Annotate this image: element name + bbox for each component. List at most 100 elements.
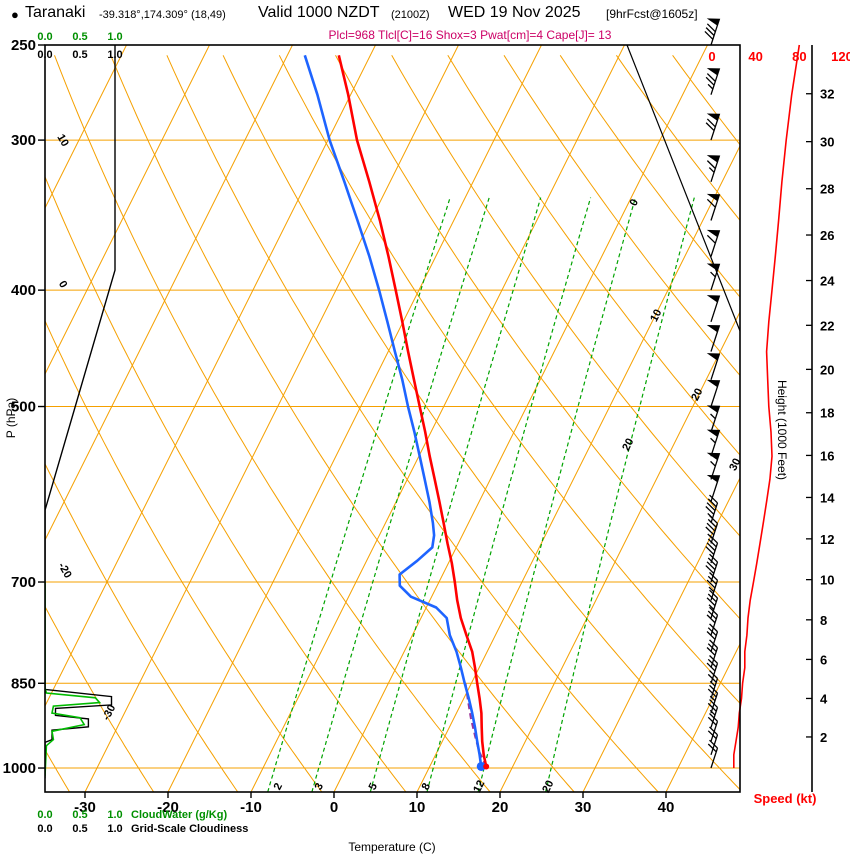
dry-adiabat-line (166, 55, 659, 792)
sounding-indices: Plcl=968 Tlcl[C]=16 Shox=3 Pwat[cm]=4 Ca… (328, 28, 612, 42)
cloudiness-scale-tick: 0.5 (72, 49, 87, 61)
height-tick-label: 20 (820, 362, 834, 377)
pressure-axis: 250 300 400 500 700 850 1000 P (hPa) (3, 37, 45, 777)
pressure-tick-label: 500 (11, 399, 36, 416)
wind-barb (706, 572, 719, 601)
isotherm-line (45, 45, 127, 210)
speed-axis: 0 40 80 120 Speed (kt) (708, 49, 850, 806)
height-axis-title: Height (1000 Feet) (775, 380, 789, 480)
dry-adiabat-line (45, 175, 407, 792)
isotherm-label: 20 (689, 386, 705, 402)
wind-barb (705, 494, 719, 524)
dry-adiabat-line (391, 55, 740, 537)
temperature-axis-title: Temperature (C) (348, 840, 435, 854)
dry-adiabat-line (54, 55, 491, 792)
wind-barb (707, 713, 719, 742)
isotherm-line (499, 310, 740, 792)
skewt-lattice (45, 45, 740, 792)
mixing-ratio-line (311, 197, 490, 792)
height-tick-label: 10 (820, 573, 834, 588)
dry-adiabat-line (222, 55, 740, 791)
mixing-ratio-line (545, 197, 695, 792)
chart-frame (44, 44, 741, 793)
cloudiness-scale-tick: 1.0 (107, 823, 122, 835)
dry-adiabat-label: 0 (56, 279, 69, 290)
mixing-ratio-label: 8 (420, 781, 433, 792)
mixing-ratio-lines (267, 197, 695, 792)
forecast-run: [9hrFcst@1605z] (606, 7, 698, 21)
valid-time-z: (2100Z) (391, 9, 430, 21)
height-tick-label: 2 (820, 730, 827, 745)
wind-barb (706, 263, 721, 291)
wind-barb (706, 429, 721, 457)
height-tick-label: 16 (820, 448, 834, 463)
temperature-tick-label: 10 (409, 799, 426, 816)
cloud-scales: 0.0 0.0 0.0 0.0 0.5 0.5 0.5 0.5 1.0 1.0 1.0 1.0 Clou… (37, 31, 248, 835)
height-tick-label: 18 (820, 406, 834, 421)
height-tick-label: 8 (820, 613, 827, 628)
isotherm-label: 10 (648, 307, 664, 323)
wind-barb (707, 739, 719, 769)
dry-adiabat-line (503, 55, 740, 377)
isotherm-label: 0 (628, 197, 641, 208)
height-tick-label: 30 (820, 135, 834, 150)
pressure-tick-label: 300 (11, 132, 36, 149)
cloudiness-scale-tick: 1.0 (107, 49, 122, 61)
pressure-tick-label: 1000 (3, 760, 36, 777)
speed-curve (732, 44, 801, 768)
dry-adiabat-line (110, 55, 575, 792)
wind-barb (706, 324, 721, 352)
dry-adiabat-label: 10 (54, 132, 71, 149)
pressure-tick-label: 700 (11, 574, 36, 591)
wind-barb (706, 229, 721, 257)
wind-barb (707, 726, 719, 756)
cloudiness-curve (45, 45, 116, 779)
cloudiness-scale-tick: 0.0 (37, 823, 52, 835)
speed-axis-title: Speed (kt) (754, 791, 817, 806)
temperature-curve (337, 54, 488, 767)
valid-date: WED 19 Nov 2025 (448, 4, 581, 21)
mixing-ratio-label: 12 (471, 778, 487, 794)
cloudwater-scale-tick: 1.0 (107, 809, 122, 821)
cloud-water-curve (45, 582, 102, 776)
height-tick-label: 24 (820, 274, 835, 289)
mixing-ratio-line (369, 197, 542, 792)
dewpoint-curve (303, 54, 483, 767)
dry-adiabat-line (672, 55, 740, 146)
isotherm-line (84, 45, 459, 792)
isotherm-label: 30 (727, 456, 743, 472)
dry-adiabat-line (45, 462, 239, 792)
wind-barb (706, 193, 721, 221)
station-name: Taranaki (25, 4, 86, 21)
wind-barb (705, 515, 719, 544)
dry-adiabat-line (45, 605, 155, 792)
isotherm-line (333, 45, 708, 792)
mixing-ratio-label: 2 (272, 781, 285, 792)
cloudwater-scale-tick: 0.0 (37, 31, 52, 43)
pressure-tick-label: 850 (11, 675, 36, 692)
isotherm-line (582, 476, 740, 792)
mixing-ratio-label: 20 (540, 778, 556, 794)
height-tick-label: 12 (820, 532, 834, 547)
wind-barb (707, 670, 719, 699)
dry-adiabat-line (559, 55, 740, 298)
wind-barb (705, 553, 719, 583)
dry-adiabat-label: -20 (55, 561, 73, 581)
dry-adiabat-line (45, 319, 323, 792)
speed-tick-label: 40 (748, 49, 762, 64)
cloudwater-scale-tick: 0.0 (37, 809, 52, 821)
pressure-tick-label: 250 (11, 37, 36, 54)
isotherm-line (250, 45, 625, 792)
temperature-tick-label: -20 (157, 799, 179, 816)
wind-barb (706, 353, 721, 381)
height-tick-label: 14 (820, 490, 835, 505)
cloudwater-scale-tick: 0.5 (72, 31, 87, 43)
height-tick-label: 6 (820, 652, 827, 667)
speed-tick-label: 0 (708, 49, 715, 64)
wind-barb (706, 379, 721, 407)
cloudiness-scale-tick: 0.5 (72, 823, 87, 835)
wind-barb (704, 18, 721, 46)
height-tick-label: 22 (820, 318, 834, 333)
pressure-axis-title: P (hPa) (4, 398, 18, 438)
